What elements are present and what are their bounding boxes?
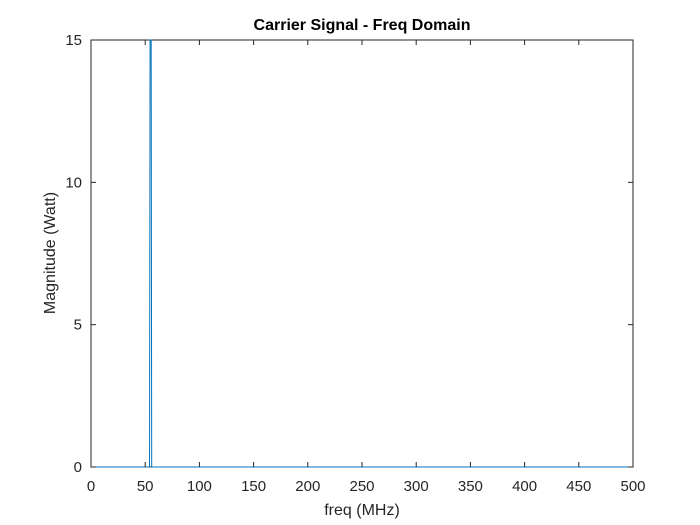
x-tick-label: 100 [187, 478, 212, 495]
x-tick-label: 350 [458, 478, 483, 495]
x-tick-label: 0 [87, 478, 95, 495]
x-tick-label: 150 [241, 478, 266, 495]
y-tick-label: 10 [65, 174, 82, 191]
series-line-0 [91, 39, 633, 468]
series-layer [91, 39, 633, 468]
y-tick-label: 0 [74, 459, 82, 476]
x-tick-label: 250 [349, 478, 374, 495]
x-tick-label: 200 [295, 478, 320, 495]
y-tick-label: 15 [65, 32, 82, 49]
x-tick-label: 450 [566, 478, 591, 495]
plot-area: 0 50 100 150 200 250 300 350 400 450 500 0 5 10 15 [65, 32, 645, 495]
ticks-layer: 0 50 100 150 200 250 300 350 400 450 500 0 5 10 15 [65, 32, 645, 495]
y-tick-label: 5 [74, 317, 82, 334]
y-axis-label: Magnitude (Watt) [42, 192, 59, 314]
chart-title: Carrier Signal - Freq Domain [254, 17, 471, 34]
x-tick-label: 500 [620, 478, 645, 495]
x-tick-label: 300 [404, 478, 429, 495]
x-axis-label: freq (MHz) [324, 502, 400, 519]
x-tick-label: 50 [137, 478, 154, 495]
x-tick-label: 400 [512, 478, 537, 495]
